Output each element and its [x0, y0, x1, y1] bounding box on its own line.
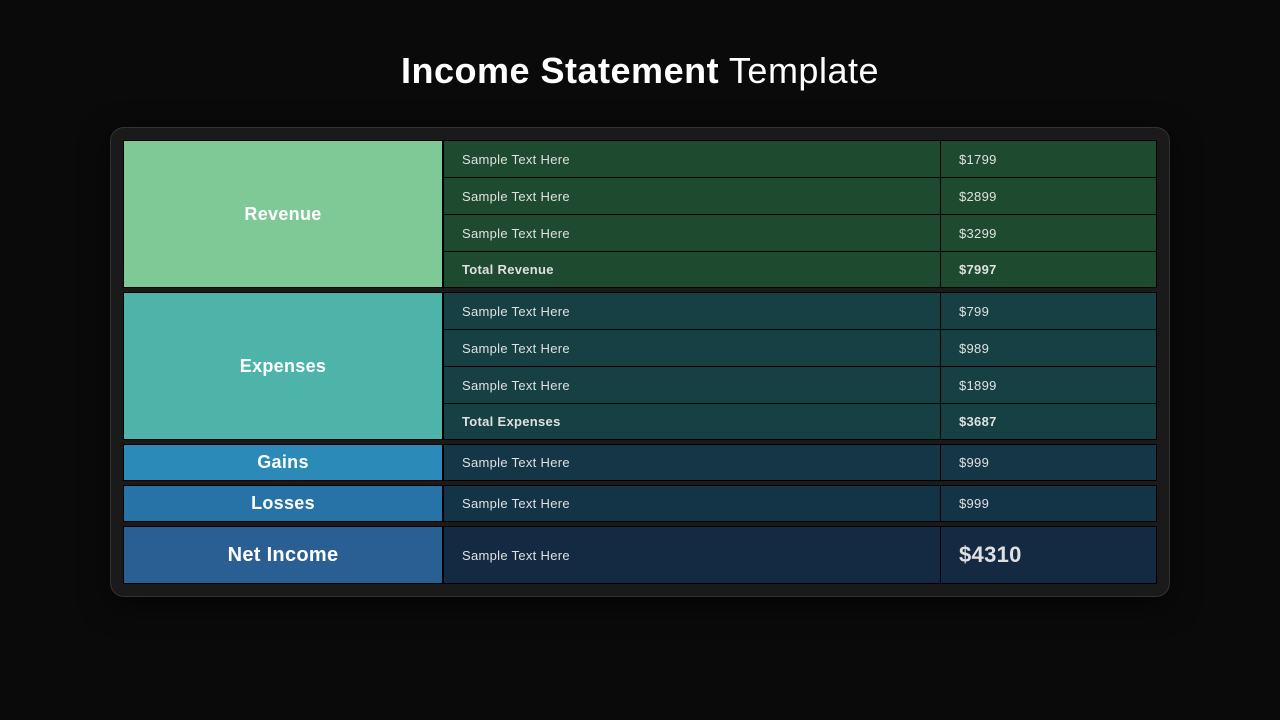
row-value: $2899	[941, 178, 1156, 214]
row-value: $799	[941, 293, 1156, 329]
row-value: $4310	[941, 527, 1156, 583]
row-label: Sample Text Here	[444, 178, 941, 214]
row-value: $999	[941, 445, 1156, 480]
rows-losses: Sample Text Here $999	[443, 485, 1157, 522]
table-row: Sample Text Here $1799	[443, 140, 1157, 177]
income-statement-panel: Revenue Sample Text Here $1799 Sample Te…	[110, 127, 1170, 597]
table-row: Sample Text Here $999	[443, 444, 1157, 481]
rows-gains: Sample Text Here $999	[443, 444, 1157, 481]
table-row: Sample Text Here $4310	[443, 526, 1157, 584]
section-net-income: Net Income Sample Text Here $4310	[123, 526, 1157, 584]
table-row-total: Total Expenses $3687	[443, 403, 1157, 440]
rows-expenses: Sample Text Here $799 Sample Text Here $…	[443, 292, 1157, 440]
section-gains: Gains Sample Text Here $999	[123, 444, 1157, 481]
row-label: Sample Text Here	[444, 293, 941, 329]
row-value: $999	[941, 486, 1156, 521]
row-value: $3687	[941, 404, 1156, 439]
table-row-total: Total Revenue $7997	[443, 251, 1157, 288]
row-label: Total Revenue	[444, 252, 941, 287]
row-label: Sample Text Here	[444, 486, 941, 521]
table-row: Sample Text Here $799	[443, 292, 1157, 329]
row-value: $989	[941, 330, 1156, 366]
row-label: Total Expenses	[444, 404, 941, 439]
table-row: Sample Text Here $989	[443, 329, 1157, 366]
row-label: Sample Text Here	[444, 141, 941, 177]
table-row: Sample Text Here $3299	[443, 214, 1157, 251]
section-expenses: Expenses Sample Text Here $799 Sample Te…	[123, 292, 1157, 440]
row-label: Sample Text Here	[444, 215, 941, 251]
page-title: Income Statement Template	[401, 50, 879, 92]
row-label: Sample Text Here	[444, 445, 941, 480]
row-value: $1799	[941, 141, 1156, 177]
row-value: $3299	[941, 215, 1156, 251]
section-losses: Losses Sample Text Here $999	[123, 485, 1157, 522]
row-value: $1899	[941, 367, 1156, 403]
rows-revenue: Sample Text Here $1799 Sample Text Here …	[443, 140, 1157, 288]
row-value: $7997	[941, 252, 1156, 287]
table-row: Sample Text Here $1899	[443, 366, 1157, 403]
category-expenses: Expenses	[123, 292, 443, 440]
rows-net-income: Sample Text Here $4310	[443, 526, 1157, 584]
category-losses: Losses	[123, 485, 443, 522]
row-label: Sample Text Here	[444, 367, 941, 403]
table-row: Sample Text Here $999	[443, 485, 1157, 522]
category-revenue: Revenue	[123, 140, 443, 288]
row-label: Sample Text Here	[444, 527, 941, 583]
row-label: Sample Text Here	[444, 330, 941, 366]
title-regular: Template	[729, 50, 879, 91]
title-bold: Income Statement	[401, 50, 719, 91]
category-net-income: Net Income	[123, 526, 443, 584]
table-row: Sample Text Here $2899	[443, 177, 1157, 214]
section-revenue: Revenue Sample Text Here $1799 Sample Te…	[123, 140, 1157, 288]
category-gains: Gains	[123, 444, 443, 481]
